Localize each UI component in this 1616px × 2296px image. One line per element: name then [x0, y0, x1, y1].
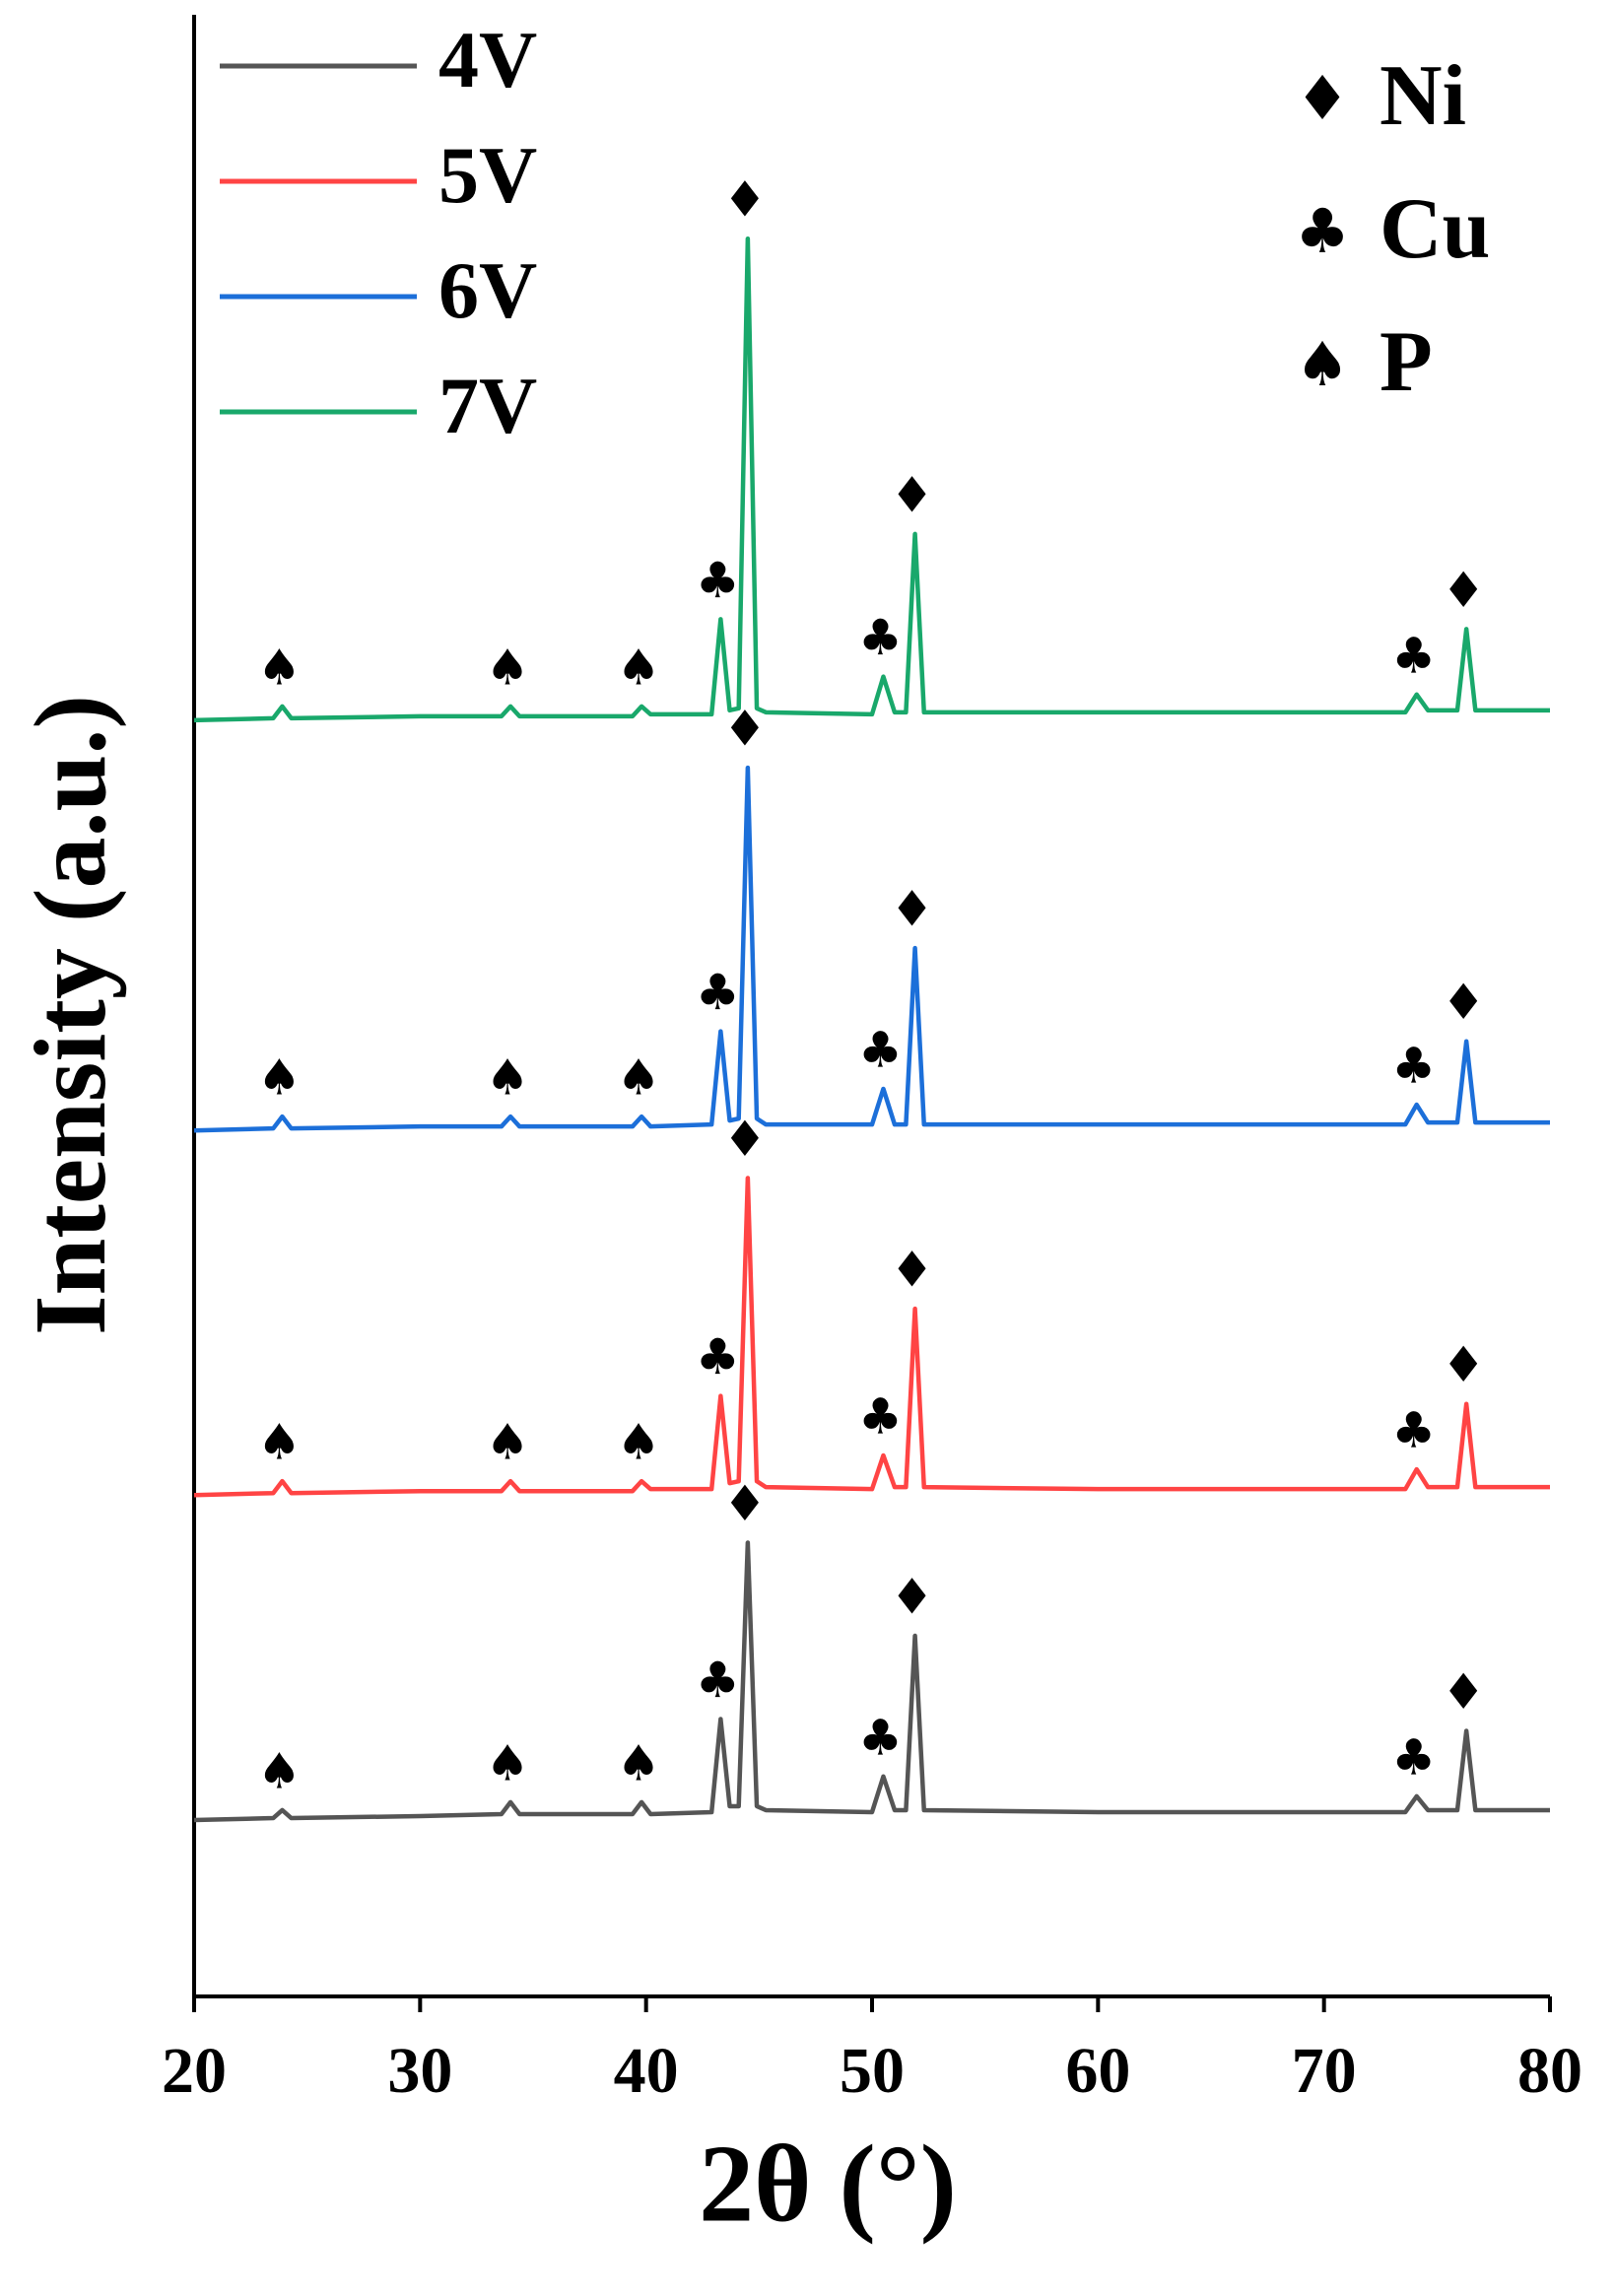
peak-marker: ♣ [1391, 1728, 1436, 1786]
phase-symbol: ♦ [1295, 62, 1350, 134]
peak-marker: ♠ [486, 1414, 530, 1471]
peak-marker: ♠ [486, 1049, 530, 1107]
peak-marker: ♠ [617, 639, 661, 696]
peak-marker: ♣ [696, 1652, 740, 1709]
peak-marker: ♠ [257, 1742, 302, 1799]
series-line [193, 236, 1550, 723]
x-tick-label: 20 [162, 2035, 227, 2107]
peak-marker: ♠ [486, 639, 530, 696]
peak-marker: ♦ [1442, 1663, 1486, 1721]
phase-symbol: ♣ [1295, 195, 1350, 267]
peak-marker: ♣ [858, 1709, 903, 1766]
peak-marker: ♣ [1391, 1402, 1436, 1459]
peak-marker: ♣ [858, 1387, 903, 1445]
x-tick-label: 60 [1065, 2035, 1130, 2107]
peak-marker: ♦ [890, 881, 934, 938]
peak-marker: ♦ [890, 466, 934, 523]
legend-label: 6V [438, 245, 537, 335]
peak-marker: ♣ [696, 964, 740, 1021]
peak-marker: ♠ [257, 1049, 302, 1107]
x-tick-label: 70 [1292, 2035, 1357, 2107]
peak-marker: ♦ [1442, 974, 1486, 1031]
x-tick-label: 40 [614, 2035, 679, 2107]
phase-label: Cu [1380, 181, 1491, 277]
series-line [193, 1176, 1550, 1498]
peak-marker: ♠ [617, 1049, 661, 1107]
peak-marker: ♣ [1391, 627, 1436, 684]
peak-marker: ♣ [858, 1021, 903, 1078]
peak-marker: ♠ [257, 639, 302, 696]
peak-marker: ♦ [1442, 562, 1486, 619]
peak-marker: ♠ [486, 1734, 530, 1791]
peak-marker: ♦ [890, 1568, 934, 1625]
series-line [193, 1540, 1550, 1823]
legend-label: 4V [438, 15, 537, 104]
peak-marker: ♦ [722, 171, 767, 229]
peak-marker: ♦ [890, 1242, 934, 1299]
peak-marker: ♣ [696, 1328, 740, 1385]
phase-label: P [1380, 314, 1433, 410]
phase-label: Ni [1380, 48, 1466, 144]
peak-marker: ♠ [617, 1734, 661, 1791]
peak-marker: ♠ [257, 1414, 302, 1471]
x-tick-label: 30 [387, 2035, 452, 2107]
peak-marker: ♣ [1391, 1038, 1436, 1095]
x-axis-title: 2θ (°) [699, 2124, 957, 2246]
x-tick-label: 50 [840, 2035, 905, 2107]
peak-marker: ♣ [858, 609, 903, 666]
x-tick-label: 80 [1517, 2035, 1582, 2107]
series-line [193, 765, 1550, 1133]
legend-label: 5V [438, 130, 537, 220]
y-axis-title: Intensity (a.u.) [14, 695, 127, 1335]
legend-label: 7V [438, 361, 537, 450]
peak-marker: ♠ [617, 1414, 661, 1471]
peak-marker: ♣ [696, 552, 740, 609]
peak-marker: ♦ [1442, 1336, 1486, 1393]
phase-symbol: ♠ [1295, 328, 1350, 400]
